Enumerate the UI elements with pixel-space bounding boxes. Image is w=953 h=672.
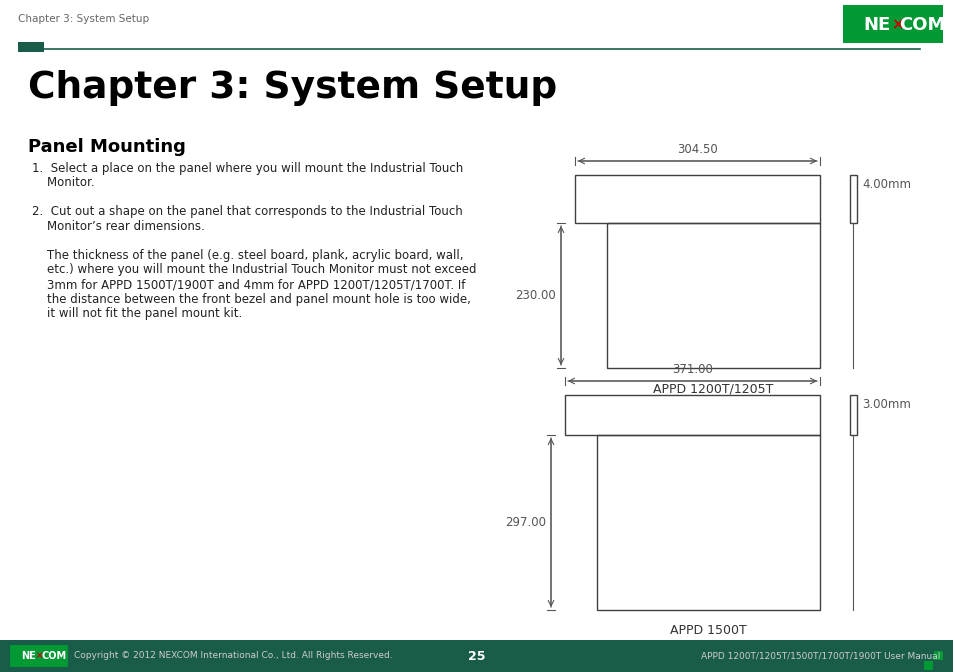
Text: The thickness of the panel (e.g. steel board, plank, acrylic board, wall,: The thickness of the panel (e.g. steel b… (32, 249, 463, 262)
Text: COM: COM (898, 16, 944, 34)
Text: etc.) where you will mount the Industrial Touch Monitor must not exceed: etc.) where you will mount the Industria… (32, 263, 476, 276)
Bar (564, 395, 820, 435)
Text: Monitor.: Monitor. (32, 177, 94, 190)
Bar (849, 395, 856, 435)
Text: ×: × (890, 17, 902, 32)
Bar (606, 223, 820, 368)
Text: 297.00: 297.00 (504, 516, 545, 529)
Text: 4.00mm: 4.00mm (862, 178, 910, 191)
Text: APPD 1200T/1205T/1500T/1700T/1900T User Manual: APPD 1200T/1205T/1500T/1700T/1900T User … (700, 651, 939, 661)
Text: APPD 1500T: APPD 1500T (669, 624, 746, 637)
Text: ×: × (35, 651, 43, 661)
Text: 371.00: 371.00 (671, 363, 712, 376)
Text: Chapter 3: System Setup: Chapter 3: System Setup (28, 70, 557, 106)
Text: Panel Mounting: Panel Mounting (28, 138, 186, 156)
Bar (575, 175, 820, 223)
Bar (0, 640, 953, 672)
Bar (923, 661, 932, 670)
Bar (933, 661, 942, 670)
Text: 2.  Cut out a shape on the panel that corresponds to the Industrial Touch: 2. Cut out a shape on the panel that cor… (32, 206, 462, 218)
Text: NE: NE (862, 16, 890, 34)
Text: the distance between the front bezel and panel mount hole is too wide,: the distance between the front bezel and… (32, 292, 471, 306)
Bar (842, 5, 942, 43)
Bar (10, 645, 68, 667)
Text: COM: COM (41, 651, 67, 661)
Text: 25: 25 (468, 650, 485, 663)
Bar (933, 651, 942, 660)
Bar (597, 435, 820, 610)
Text: 3.00mm: 3.00mm (862, 398, 910, 411)
Text: Copyright © 2012 NEXCOM International Co., Ltd. All Rights Reserved.: Copyright © 2012 NEXCOM International Co… (74, 651, 393, 661)
Text: NE: NE (21, 651, 35, 661)
Text: 1.  Select a place on the panel where you will mount the Industrial Touch: 1. Select a place on the panel where you… (32, 162, 463, 175)
Text: 3mm for APPD 1500T/1900T and 4mm for APPD 1200T/1205T/1700T. If: 3mm for APPD 1500T/1900T and 4mm for APP… (32, 278, 465, 291)
Bar (923, 651, 932, 660)
Text: 230.00: 230.00 (515, 289, 556, 302)
Text: Chapter 3: System Setup: Chapter 3: System Setup (18, 14, 149, 24)
Text: APPD 1200T/1205T: APPD 1200T/1205T (653, 382, 773, 395)
Text: 304.50: 304.50 (677, 143, 717, 156)
Text: it will not fit the panel mount kit.: it will not fit the panel mount kit. (32, 307, 242, 320)
Bar (849, 175, 856, 223)
Text: Monitor’s rear dimensions.: Monitor’s rear dimensions. (32, 220, 205, 233)
Bar (18, 42, 44, 52)
